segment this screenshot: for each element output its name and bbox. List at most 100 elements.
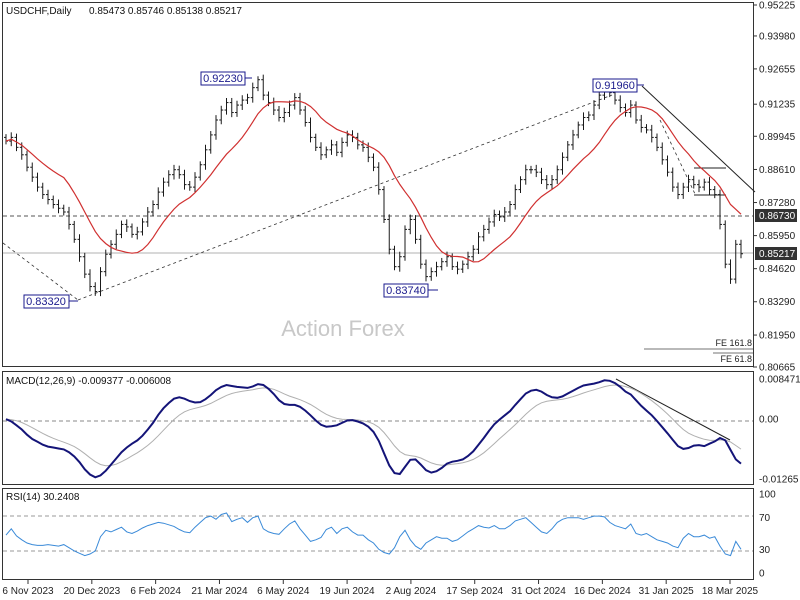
candle [418, 234, 423, 269]
annotation-high-1: 0.92230 [200, 71, 252, 86]
candle [691, 175, 696, 189]
candle [40, 182, 45, 199]
candle [544, 175, 549, 190]
candle [51, 195, 56, 209]
candle [30, 162, 35, 182]
candle [460, 260, 465, 273]
candle [156, 187, 161, 210]
candle [592, 100, 596, 120]
candle [340, 137, 344, 158]
macd-trendline [615, 378, 731, 441]
price-tick-label: 0.92655 [759, 64, 796, 75]
candle [555, 165, 560, 184]
candle [334, 141, 339, 157]
candle [329, 139, 334, 155]
candle [471, 245, 476, 261]
candle [313, 133, 318, 152]
macd-tick-label: 0.00 [759, 415, 779, 426]
tag-last-price: 0.85217 [755, 247, 797, 260]
candle [130, 223, 134, 238]
candle [182, 169, 187, 190]
time-tick-label: 31 Oct 2024 [511, 586, 566, 597]
candle [235, 100, 239, 117]
candle [124, 219, 129, 232]
price-tick-label: 0.93980 [759, 31, 796, 42]
candle [476, 232, 481, 255]
candle [513, 184, 518, 210]
tag-level-value: 0.86730 [759, 211, 796, 222]
annotation-low-2: 0.83740 [383, 283, 438, 298]
candle [586, 111, 591, 122]
time-tick-label: 20 Dec 2023 [63, 586, 120, 597]
price-tick-label: 0.95225 [759, 1, 796, 12]
time-tick-label: 6 May 2024 [257, 586, 310, 597]
candle [739, 239, 743, 259]
annotation-high-2: 0.91960 [592, 78, 644, 93]
price-axis: 0.95225 0.93980 0.92655 0.91235 0.89945 0.886… [753, 1, 796, 374]
rsi-line [5, 512, 742, 557]
macd-tick-label: 0.008471 [759, 375, 800, 386]
candle [114, 229, 119, 250]
candle [67, 206, 71, 230]
candle [392, 245, 397, 271]
candle [728, 259, 733, 284]
macd-panel-frame [2, 371, 754, 485]
candle [413, 215, 418, 244]
candle [670, 167, 675, 192]
candle [77, 234, 82, 262]
candle [56, 199, 61, 214]
time-tick-label: 18 Mar 2025 [702, 586, 759, 597]
candle [644, 124, 649, 134]
rsi-axis: 100 70 30 0 [759, 490, 776, 580]
candle [240, 95, 245, 110]
candle [172, 164, 176, 180]
candle [93, 282, 98, 296]
time-tick-label: 6 Nov 2023 [2, 586, 54, 597]
price-tick-label: 0.80665 [759, 363, 796, 374]
time-tick-label: 19 Jun 2024 [320, 586, 375, 597]
candle [408, 214, 413, 235]
candle [702, 178, 707, 191]
rsi-tick-label: 0 [759, 569, 765, 580]
candle [261, 74, 266, 101]
candle [429, 267, 434, 281]
candle [88, 269, 92, 292]
candle [208, 131, 213, 154]
candle [550, 175, 554, 190]
candle [319, 142, 323, 160]
annotation-label: 0.91960 [595, 80, 635, 92]
price-tick-label: 0.87280 [759, 198, 796, 209]
time-tick-label: 31 Jan 2025 [639, 586, 694, 597]
rsi-header: RSI(14) 30.2408 [6, 492, 80, 503]
candle [649, 124, 654, 143]
candle [4, 134, 8, 145]
candle [308, 117, 313, 143]
candle [166, 170, 171, 187]
time-tick-label: 16 Dec 2024 [574, 586, 631, 597]
candle [282, 107, 287, 123]
candle [324, 146, 329, 159]
trendline-down-upper [641, 85, 756, 193]
candle [371, 153, 376, 172]
candle [397, 251, 402, 272]
candle [539, 167, 544, 184]
candle [681, 182, 686, 199]
candle [502, 206, 507, 222]
candle [98, 267, 103, 297]
candle [256, 76, 260, 92]
candle [492, 209, 497, 227]
candle [250, 82, 255, 103]
candle [597, 91, 602, 110]
tag-level: 0.86730 [755, 209, 797, 222]
candle [387, 214, 392, 255]
annotation-label: 0.83320 [26, 296, 66, 308]
candle [72, 220, 77, 243]
candle [660, 142, 665, 165]
candle [565, 141, 570, 162]
candle [271, 97, 276, 116]
annotation-low-1: 0.83320 [23, 294, 78, 309]
time-tick-label: 6 Feb 2024 [130, 586, 181, 597]
time-axis: 6 Nov 2023 20 Dec 2023 6 Feb 2024 21 Mar 20… [2, 580, 759, 597]
